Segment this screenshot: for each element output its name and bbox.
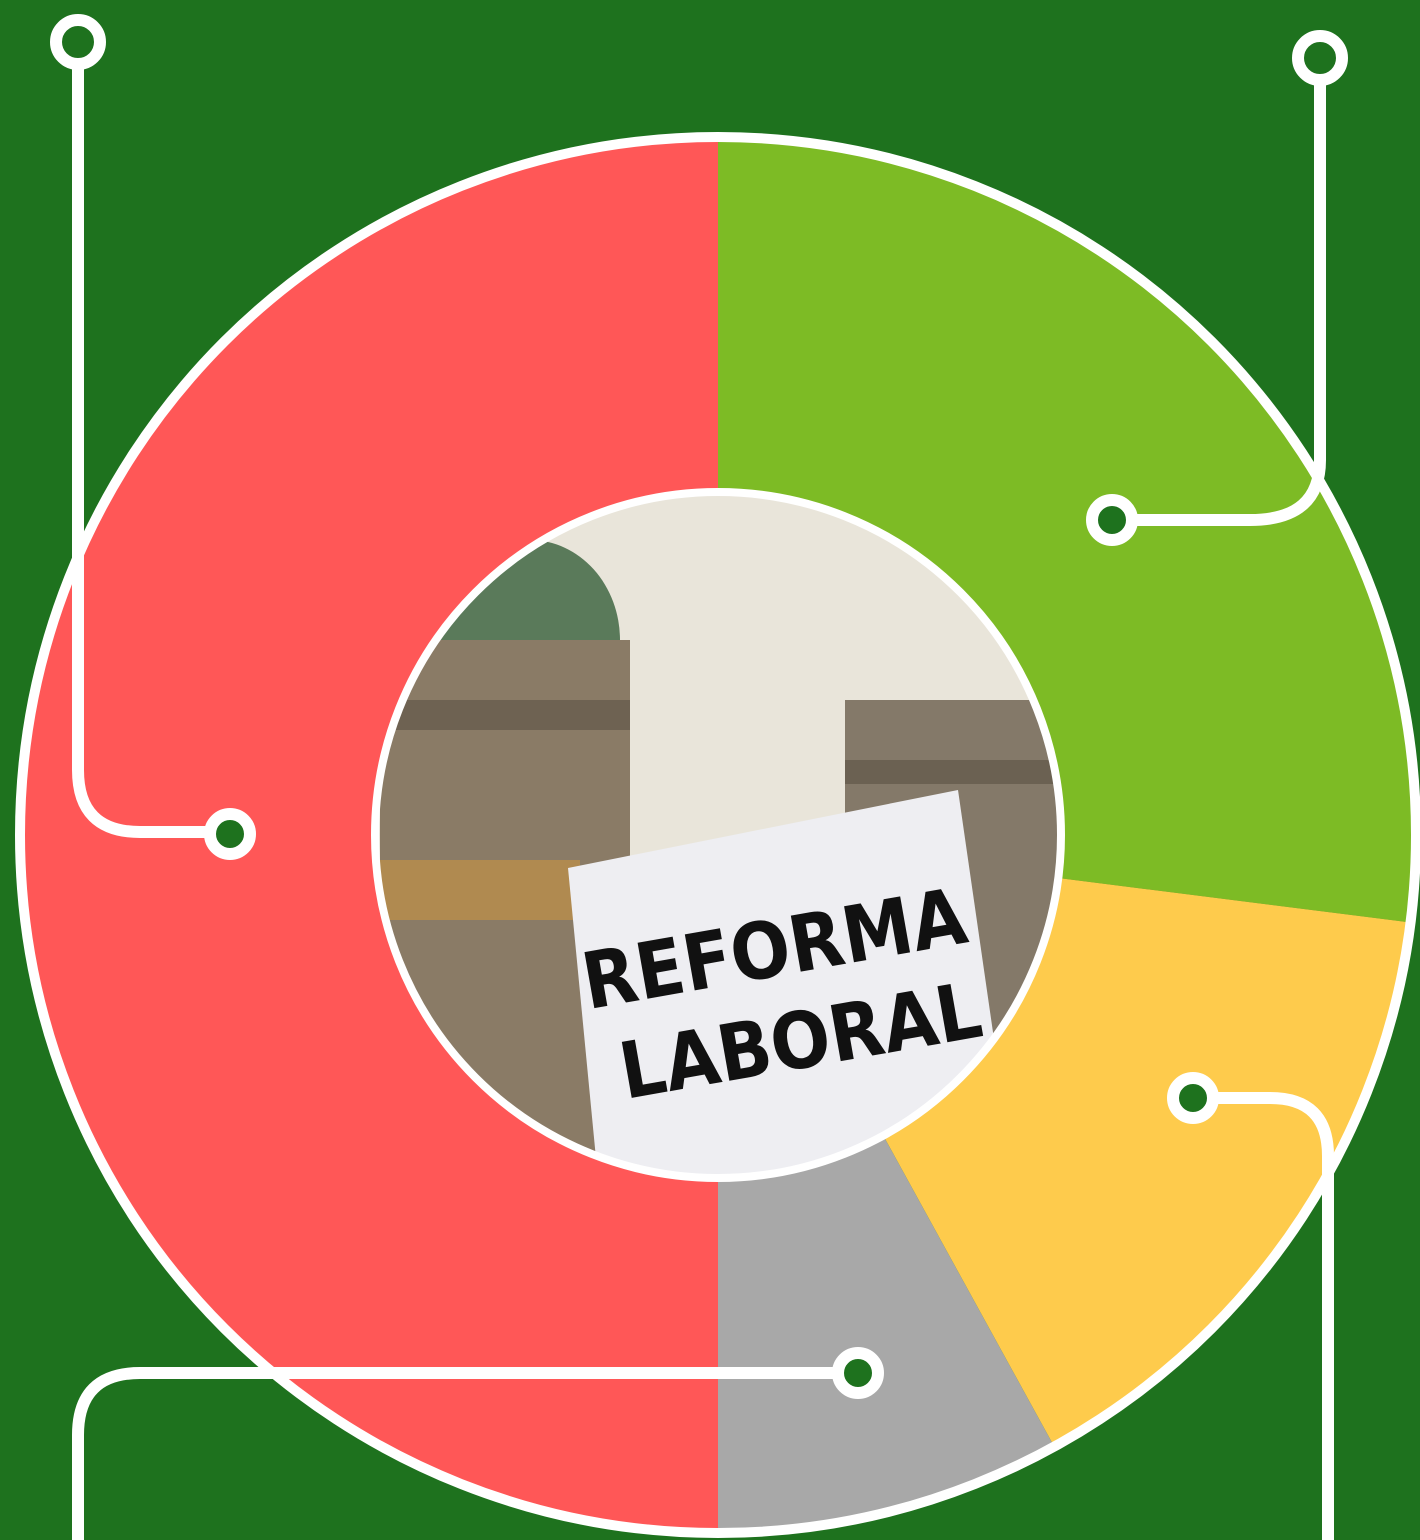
wire-node — [1298, 36, 1342, 80]
wire-node — [1173, 1078, 1213, 1118]
page: REFORMA LABORAL (() => { const data = JS… — [0, 0, 1420, 1540]
wire-node — [210, 814, 250, 854]
cornice — [380, 700, 630, 730]
wire-node — [1092, 500, 1132, 540]
cornice-right — [845, 760, 1075, 784]
chart: REFORMA LABORAL — [0, 0, 1420, 1540]
building-lit — [380, 860, 580, 920]
wire-node — [838, 1353, 878, 1393]
wire-node — [56, 20, 100, 64]
